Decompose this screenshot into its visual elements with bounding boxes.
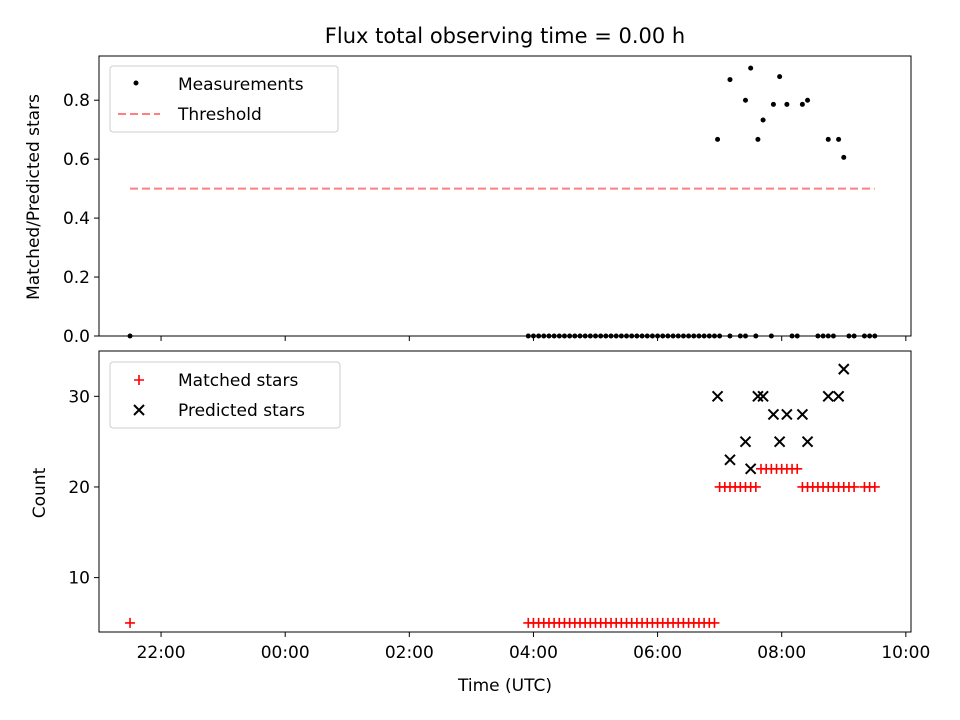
measurement-point bbox=[742, 97, 748, 103]
legend-predicted-label: Predicted stars bbox=[178, 401, 305, 421]
top-chart-title: Flux total observing time = 0.00 h bbox=[325, 24, 685, 48]
legend-matched-label: Matched stars bbox=[178, 371, 298, 391]
top-y-tick-label: 0.2 bbox=[63, 268, 90, 288]
x-tick-label: 00:00 bbox=[261, 643, 310, 663]
bottom-axes-frame bbox=[98, 350, 912, 633]
predicted-stars-point bbox=[781, 408, 793, 421]
measurement-point bbox=[777, 74, 783, 80]
bottom-y-axis-label: Count bbox=[30, 467, 50, 518]
top-y-tick-label: 0.0 bbox=[63, 327, 90, 347]
bottom-plot-area: 22:00 00:00 02:00 04:00 06:00 08:00 10:00 10 20 3… bbox=[68, 350, 930, 663]
predicted-stars-point bbox=[822, 390, 834, 403]
measurement-point bbox=[784, 101, 790, 107]
matched-stars-point bbox=[849, 481, 860, 492]
measurement-point bbox=[841, 154, 847, 160]
x-tick-label: 04:00 bbox=[509, 643, 558, 663]
predicted-stars-point bbox=[724, 454, 736, 466]
top-y-tick-label: 0.6 bbox=[63, 150, 90, 170]
legend-threshold-label: Threshold bbox=[177, 105, 262, 125]
top-legend-box bbox=[109, 65, 339, 133]
matched-stars-point bbox=[125, 617, 136, 628]
x-tick-label: 02:00 bbox=[385, 643, 434, 663]
predicted-stars-point bbox=[767, 408, 780, 421]
top-axes-frame bbox=[98, 55, 912, 337]
predicted-stars-point bbox=[739, 435, 752, 448]
legend-measurements-label: Measurements bbox=[178, 75, 304, 95]
x-tick-label: 08:00 bbox=[757, 643, 806, 663]
top-y-axis-label: Matched/Predicted stars bbox=[24, 94, 44, 300]
matched-stars-point bbox=[750, 481, 761, 492]
predicted-stars-point bbox=[832, 390, 845, 403]
predicted-stars-point bbox=[711, 390, 724, 403]
bottom-y-tick-label: 30 bbox=[68, 387, 90, 407]
matched-stars-point bbox=[709, 617, 720, 628]
bottom-y-tick-label: 20 bbox=[68, 478, 90, 498]
measurement-point bbox=[748, 65, 754, 71]
legend-matched-marker bbox=[134, 375, 144, 385]
top-y-tick-label: 0.4 bbox=[63, 209, 90, 229]
predicted-stars-point bbox=[801, 435, 814, 448]
x-tick-label: 22:00 bbox=[137, 643, 186, 663]
legend-measurements-marker bbox=[133, 80, 139, 86]
measurement-point bbox=[727, 77, 733, 83]
top-legend: Measurements Threshold bbox=[109, 65, 339, 133]
top-y-tick-label: 0.8 bbox=[63, 91, 90, 111]
measurement-point bbox=[799, 101, 805, 107]
top-plot-area: 0.0 0.2 0.4 0.6 0.8 bbox=[63, 55, 912, 347]
bottom-legend-box bbox=[109, 361, 341, 429]
measurement-point bbox=[760, 117, 766, 123]
matched-stars-point bbox=[869, 481, 880, 492]
bottom-legend: Matched stars Predicted stars bbox=[109, 361, 341, 429]
x-axis-label: Time (UTC) bbox=[457, 676, 552, 696]
measurement-point bbox=[825, 136, 831, 142]
predicted-stars-point bbox=[744, 463, 757, 475]
predicted-stars-point bbox=[773, 435, 786, 448]
predicted-stars-point bbox=[752, 390, 764, 403]
measurement-point bbox=[836, 136, 842, 142]
predicted-stars-point bbox=[838, 363, 850, 375]
bottom-y-tick-label: 10 bbox=[68, 569, 90, 589]
x-tick-label: 10:00 bbox=[881, 643, 930, 663]
x-tick-label: 06:00 bbox=[633, 643, 682, 663]
matched-stars-point bbox=[792, 463, 803, 474]
predicted-stars-point bbox=[757, 390, 769, 403]
measurement-point bbox=[770, 101, 776, 107]
measurement-point bbox=[805, 97, 811, 103]
measurement-point bbox=[715, 136, 721, 142]
legend-predicted-marker bbox=[133, 404, 145, 416]
measurement-point bbox=[755, 136, 761, 142]
predicted-stars-point bbox=[796, 408, 809, 421]
